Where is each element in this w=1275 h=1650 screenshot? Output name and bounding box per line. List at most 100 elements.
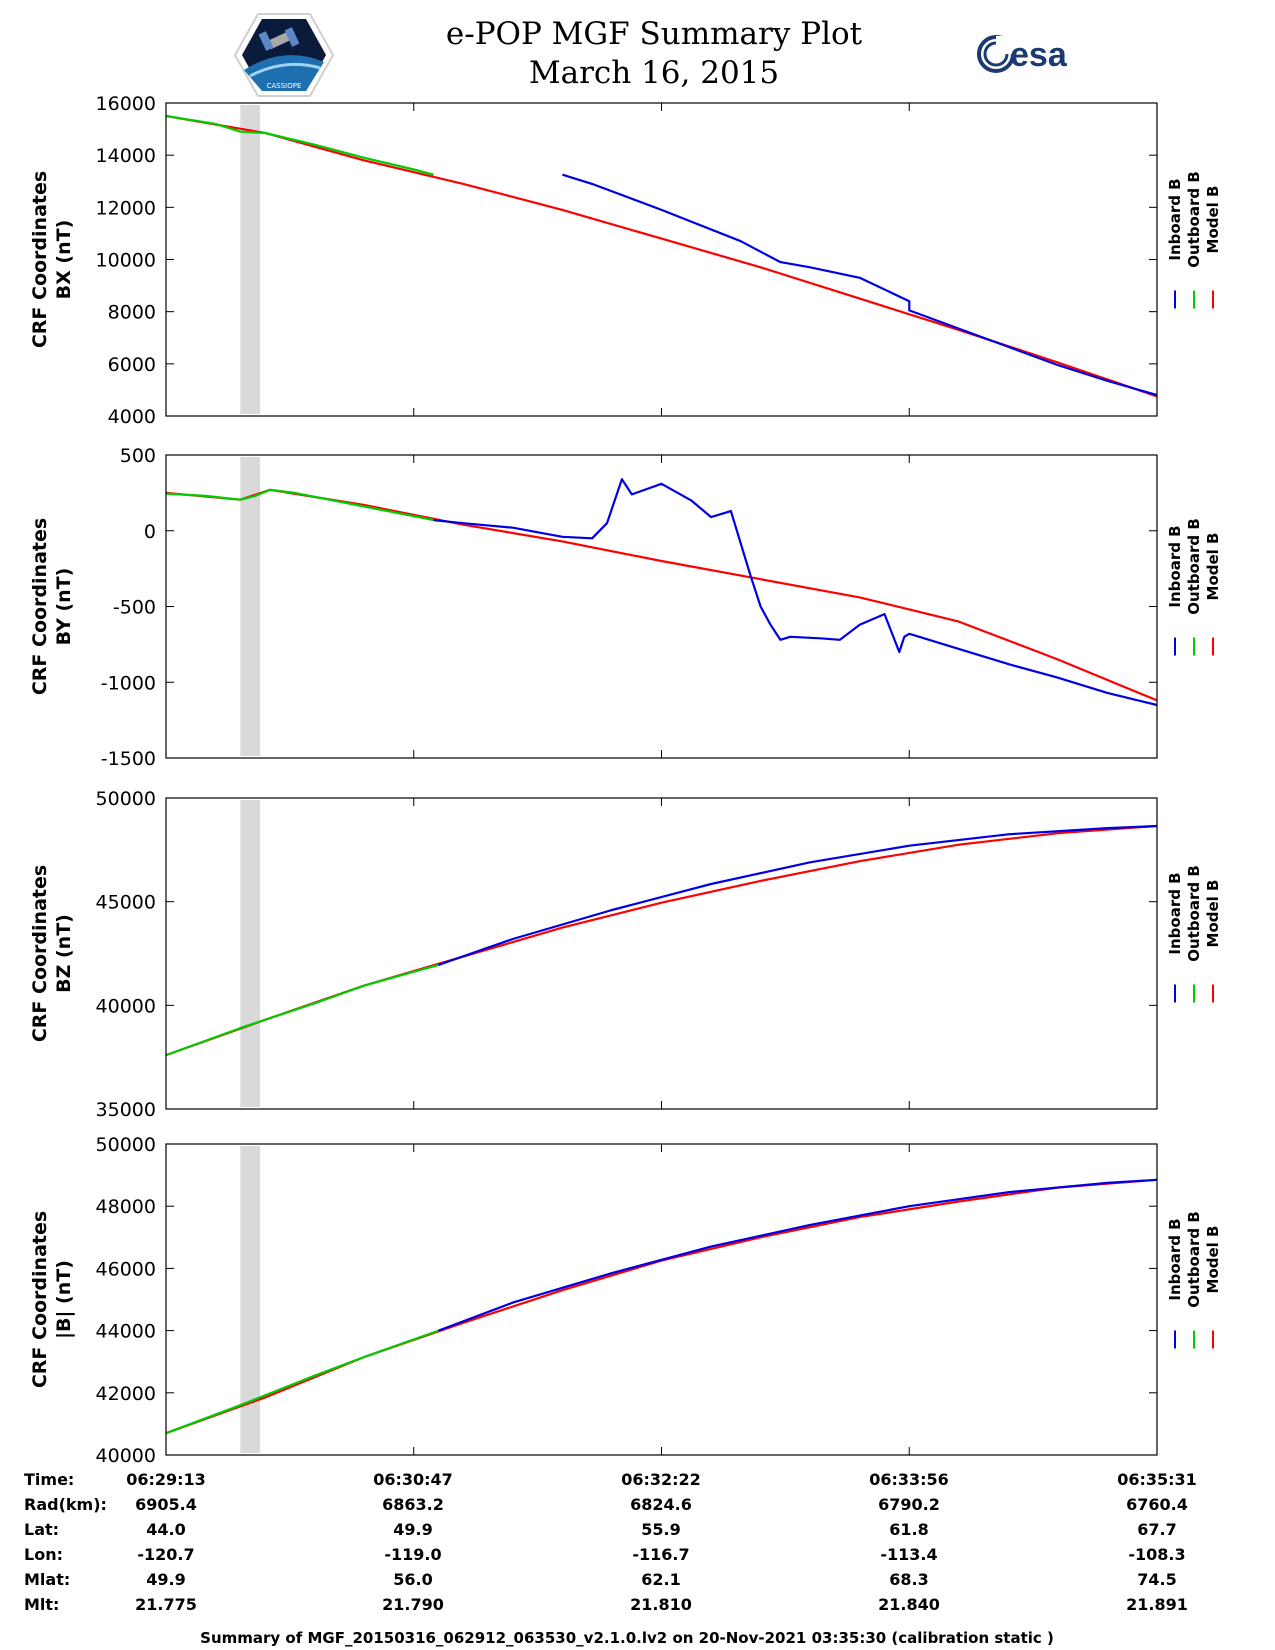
bx-panel: 4000 6000 8000 10000 12000 14000 16000 CRF Coor… — [29, 93, 1222, 428]
ephemeris-value: 6824.6 — [630, 1495, 692, 1514]
bmag-ylabel-line1: CRF Coordinates — [29, 1211, 51, 1388]
ephemeris-value: 6863.2 — [382, 1495, 444, 1514]
bz-ytick-label: 35000 — [96, 1099, 156, 1121]
bmag-panel: 40000 42000 44000 46000 48000 50000 CRF Coordi… — [29, 1134, 1222, 1467]
ephemeris-value: 49.9 — [146, 1570, 185, 1589]
by-legend-label-model: Model B — [1204, 533, 1222, 601]
bx-legend-label-inboard: Inboard B — [1166, 178, 1184, 260]
ephemeris-row-label: Time: — [24, 1470, 74, 1489]
bx-legend-label-model: Model B — [1204, 186, 1222, 254]
bx-ytick-label: 12000 — [96, 197, 156, 219]
by-shaded-band — [240, 457, 261, 756]
esa-logo-text: esa — [1010, 36, 1068, 74]
page-title: e-POP MGF Summary Plot — [446, 16, 863, 52]
bmag-ytick-label: 44000 — [96, 1321, 156, 1343]
ephemeris-value: 6905.4 — [135, 1495, 197, 1514]
by-plot-frame — [165, 454, 1158, 759]
cassiope-logo-text: CASSIOPE — [267, 82, 302, 90]
ephemeris-value: 61.8 — [889, 1520, 928, 1539]
bz-legend-label-inboard: Inboard B — [1166, 872, 1184, 954]
bmag-legend-label-outboard: Outboard B — [1185, 1211, 1203, 1308]
by-legend-label-inboard: Inboard B — [1166, 525, 1184, 607]
ephemeris-value: 06:35:31 — [1117, 1470, 1197, 1489]
bx-ylabel-line2: BX (nT) — [53, 220, 75, 300]
bmag-series-inboard — [438, 1178, 1158, 1332]
bx-series-model — [165, 114, 1158, 398]
cassiope-logo: CASSIOPE — [233, 13, 335, 97]
ephemeris-value: -120.7 — [137, 1545, 194, 1564]
bx-ylabel-line1: CRF Coordinates — [29, 171, 51, 348]
bmag-shaded-band — [240, 1146, 261, 1453]
bmag-ytick-label: 40000 — [96, 1445, 156, 1467]
ephemeris-value: 06:33:56 — [869, 1470, 949, 1489]
by-series-outboard — [165, 488, 434, 522]
bmag-legend-label-model: Model B — [1204, 1226, 1222, 1294]
ephemeris-value: 55.9 — [641, 1520, 680, 1539]
bz-ylabel-line1: CRF Coordinates — [29, 865, 51, 1042]
bz-legend-label-outboard: Outboard B — [1185, 865, 1203, 962]
bmag-series-model — [165, 1178, 1158, 1435]
bz-series-model — [165, 824, 1158, 1057]
header: CASSIOPE e-POP MGF Summary Plot March 16… — [233, 13, 1068, 97]
bz-ytick-label: 50000 — [96, 788, 156, 810]
bx-legend-label-outboard: Outboard B — [1185, 171, 1203, 268]
bx-plot-frame — [165, 102, 1158, 417]
ephemeris-value: 06:29:13 — [126, 1470, 206, 1489]
by-ytick-label: -1000 — [101, 672, 156, 694]
ephemeris-value: 56.0 — [393, 1570, 432, 1589]
ephemeris-value: 74.5 — [1137, 1570, 1176, 1589]
ephemeris-value: -119.0 — [384, 1545, 441, 1564]
ephemeris-value: 21.775 — [135, 1595, 197, 1614]
by-ytick-label: 0 — [144, 521, 156, 543]
by-panel: -1500 -1000 -500 0 500 CRF Coordinates BY (nT)… — [29, 445, 1222, 770]
bx-ytick-label: 4000 — [108, 406, 156, 428]
ephemeris-value: 06:32:22 — [621, 1470, 701, 1489]
bmag-ytick-label: 46000 — [96, 1258, 156, 1280]
bz-panel: 35000 40000 45000 50000 CRF Coordinates BZ (n… — [29, 788, 1222, 1121]
by-ylabel-line1: CRF Coordinates — [29, 518, 51, 695]
ephemeris-value: 21.891 — [1126, 1595, 1188, 1614]
ephemeris-value: 21.810 — [630, 1595, 692, 1614]
bx-ytick-label: 16000 — [96, 93, 156, 115]
ephemeris-value: 68.3 — [889, 1570, 928, 1589]
bx-series-outboard — [165, 114, 434, 176]
ephemeris-value: -108.3 — [1128, 1545, 1185, 1564]
by-legend-label-outboard: Outboard B — [1185, 518, 1203, 615]
bz-series-outboard — [165, 963, 439, 1057]
bmag-plot-frame — [165, 1143, 1158, 1456]
by-ytick-label: -500 — [113, 597, 156, 619]
ephemeris-value: 21.790 — [382, 1595, 444, 1614]
bz-ytick-label: 40000 — [96, 995, 156, 1017]
ephemeris-value: 49.9 — [393, 1520, 432, 1539]
by-series-inboard — [433, 478, 1158, 707]
bz-ytick-label: 45000 — [96, 892, 156, 914]
bx-shaded-band — [240, 105, 261, 414]
bz-ylabel-line2: BZ (nT) — [53, 914, 75, 993]
page-date: March 16, 2015 — [529, 55, 779, 91]
ephemeris-row-label: Lat: — [24, 1520, 59, 1539]
footer-caption: Summary of MGF_20150316_062912_063530_v2… — [200, 1629, 1054, 1647]
ephemeris-value: 06:30:47 — [373, 1470, 453, 1489]
ephemeris-row-label: Mlt: — [24, 1595, 59, 1614]
ephemeris-value: 6760.4 — [1126, 1495, 1188, 1514]
ephemeris-table: Time: Rad(km): Lat: Lon: Mlat: Mlt: 06:29:13 69… — [24, 1470, 1197, 1614]
bx-series-inboard — [562, 173, 1158, 397]
bz-plot-frame — [165, 797, 1158, 1110]
bmag-ylabel-line2: |B| (nT) — [53, 1260, 75, 1339]
bz-series-inboard — [438, 824, 1158, 966]
ephemeris-row-label: Mlat: — [24, 1570, 70, 1589]
ephemeris-value: 6790.2 — [878, 1495, 940, 1514]
ephemeris-row-label: Lon: — [24, 1545, 63, 1564]
bmag-series-outboard — [165, 1329, 439, 1435]
ephemeris-value: 44.0 — [146, 1520, 185, 1539]
bz-legend-label-model: Model B — [1204, 880, 1222, 948]
bx-ytick-label: 8000 — [108, 302, 156, 324]
ephemeris-value: 67.7 — [1137, 1520, 1176, 1539]
ephemeris-value: 62.1 — [641, 1570, 680, 1589]
ephemeris-value: -116.7 — [632, 1545, 689, 1564]
bz-shaded-band — [240, 800, 261, 1107]
bx-ytick-label: 10000 — [96, 250, 156, 272]
bx-ytick-label: 6000 — [108, 354, 156, 376]
bmag-ytick-label: 48000 — [96, 1196, 156, 1218]
